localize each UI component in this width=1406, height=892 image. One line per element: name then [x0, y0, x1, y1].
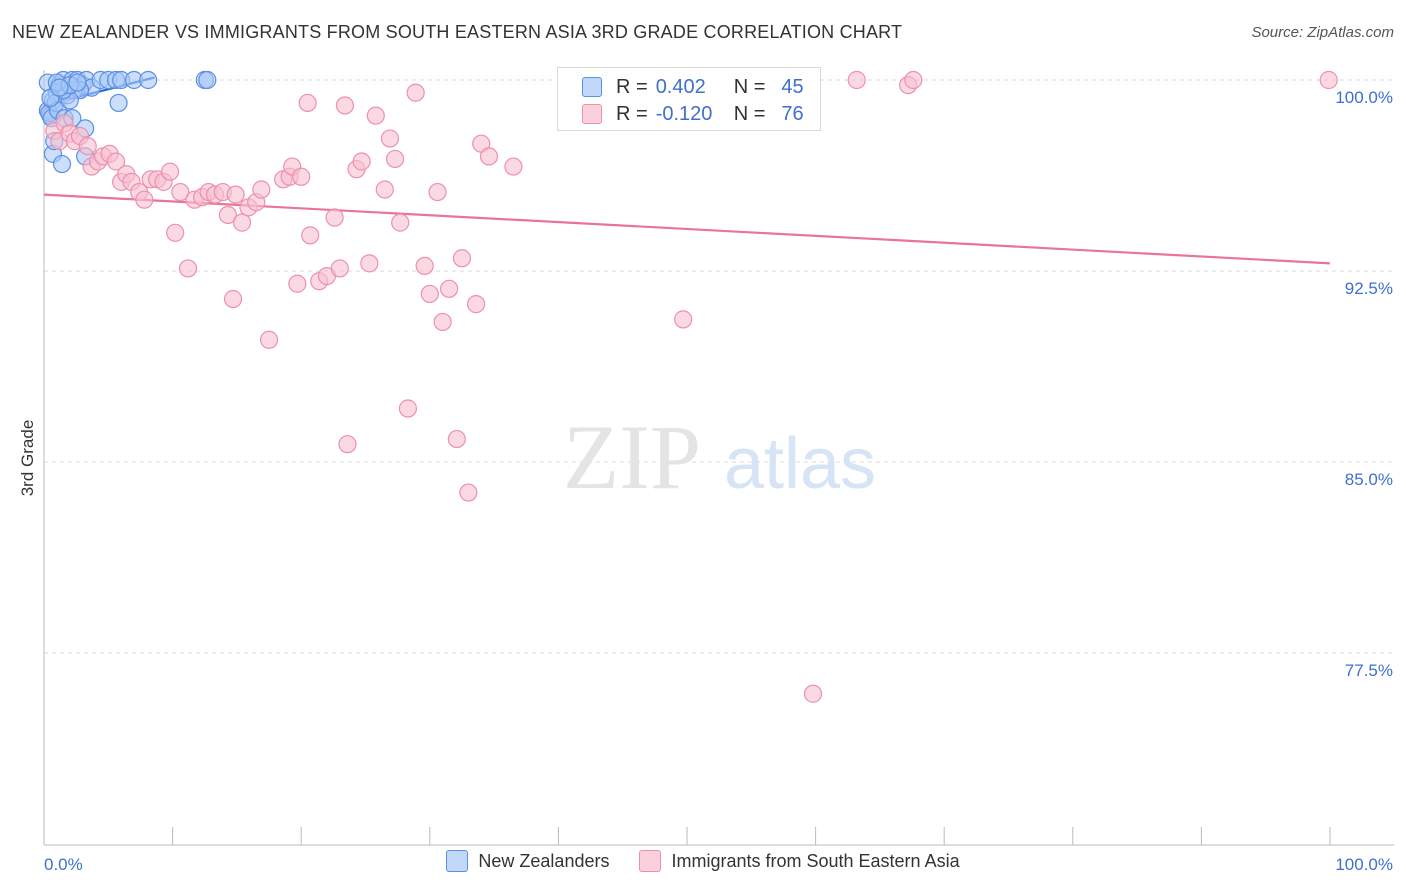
- data-point: [674, 310, 693, 329]
- r-value: 0.402: [655, 75, 706, 98]
- data-point: [171, 182, 190, 202]
- data-point: [452, 249, 472, 268]
- data-point: [52, 154, 72, 174]
- y-tick-label: 92.5%: [1345, 279, 1393, 298]
- r-value: -0.120: [655, 102, 713, 125]
- data-point: [50, 78, 69, 97]
- data-point: [415, 256, 434, 276]
- data-point: [198, 70, 217, 90]
- data-point: [433, 312, 452, 332]
- data-point: [398, 399, 418, 418]
- data-point: [504, 157, 523, 176]
- watermark-zip: ZIP: [563, 406, 701, 508]
- data-point: [447, 429, 466, 449]
- data-point: [375, 180, 394, 199]
- data-point: [223, 289, 243, 309]
- data-point: [135, 190, 154, 209]
- data-point: [68, 73, 87, 92]
- data-point: [466, 295, 486, 314]
- stats-legend: R = 0.402 N = 45 R = -0.120 N = 76: [557, 67, 821, 131]
- data-point: [166, 223, 185, 242]
- data-point: [232, 213, 252, 232]
- data-point: [139, 70, 158, 90]
- data-point: [78, 137, 97, 156]
- data-point: [301, 226, 320, 245]
- legend-swatch-pink: [639, 850, 662, 872]
- data-point: [106, 152, 126, 171]
- data-point: [904, 70, 923, 90]
- stats-row-pink: R = -0.120 N = 76: [582, 101, 804, 127]
- stats-row-blue: R = 0.402 N = 45: [582, 74, 804, 100]
- data-point: [406, 83, 425, 102]
- stats-swatch-blue: [582, 77, 602, 97]
- data-point: [330, 259, 349, 278]
- axes: [43, 70, 1394, 846]
- r-label: R =: [616, 75, 648, 98]
- legend-swatch-blue: [446, 850, 469, 872]
- gridlines: [44, 79, 1394, 654]
- data-point: [459, 483, 478, 502]
- data-point: [420, 284, 439, 304]
- n-value: 45: [781, 75, 804, 98]
- data-point: [252, 180, 271, 199]
- data-point: [325, 208, 344, 227]
- legend-label: New Zealanders: [478, 850, 610, 871]
- data-point: [439, 279, 459, 298]
- legend-label: Immigrants from South Eastern Asia: [671, 850, 960, 871]
- x-tick-label: 0.0%: [44, 855, 83, 874]
- data-point: [338, 435, 357, 454]
- data-point: [428, 182, 447, 202]
- legend-item-new-zealanders: New Zealanders: [446, 850, 609, 872]
- source-credit: Source: ZipAtlas.com: [1251, 24, 1394, 41]
- legend-item-immigrants-se-asia: Immigrants from South Eastern Asia: [639, 850, 960, 872]
- data-point: [109, 93, 128, 113]
- data-point: [352, 152, 371, 171]
- data-point: [178, 259, 198, 278]
- y-tick-label: 100.0%: [1335, 88, 1393, 107]
- data-point: [803, 684, 823, 703]
- data-point: [479, 147, 499, 166]
- data-point: [380, 129, 400, 148]
- chart-title: NEW ZEALANDER VS IMMIGRANTS FROM SOUTH E…: [12, 22, 903, 42]
- watermark-atlas: atlas: [724, 424, 876, 504]
- data-point: [1319, 70, 1338, 90]
- data-point: [360, 254, 379, 273]
- data-point: [160, 162, 180, 181]
- data-point: [226, 185, 245, 204]
- n-label: N =: [733, 75, 766, 98]
- y-tick-label: 85.0%: [1345, 470, 1393, 489]
- tick-labels: 100.0% 92.5% 85.0% 77.5% 0.0% 100.0%: [44, 88, 1393, 874]
- zipatlas-watermark: ZIP atlas: [563, 406, 876, 508]
- data-point: [366, 106, 385, 125]
- series-legend: New Zealanders Immigrants from South Eas…: [0, 850, 1406, 872]
- data-point: [391, 213, 410, 232]
- series-immigrants-se-asia: [45, 70, 1338, 703]
- data-points: [38, 70, 1338, 703]
- data-point: [218, 205, 237, 225]
- stats-swatch-pink: [582, 104, 602, 124]
- data-point: [298, 93, 317, 113]
- n-label: N =: [733, 102, 766, 125]
- data-point: [385, 149, 405, 169]
- data-point: [847, 70, 866, 90]
- x-tick-label: 100.0%: [1335, 855, 1393, 874]
- y-tick-label: 77.5%: [1345, 661, 1393, 680]
- data-point: [335, 96, 355, 115]
- data-point: [259, 330, 279, 349]
- data-point: [288, 274, 307, 293]
- r-label: R =: [616, 102, 648, 125]
- n-value: 76: [781, 102, 804, 125]
- data-point: [292, 167, 311, 186]
